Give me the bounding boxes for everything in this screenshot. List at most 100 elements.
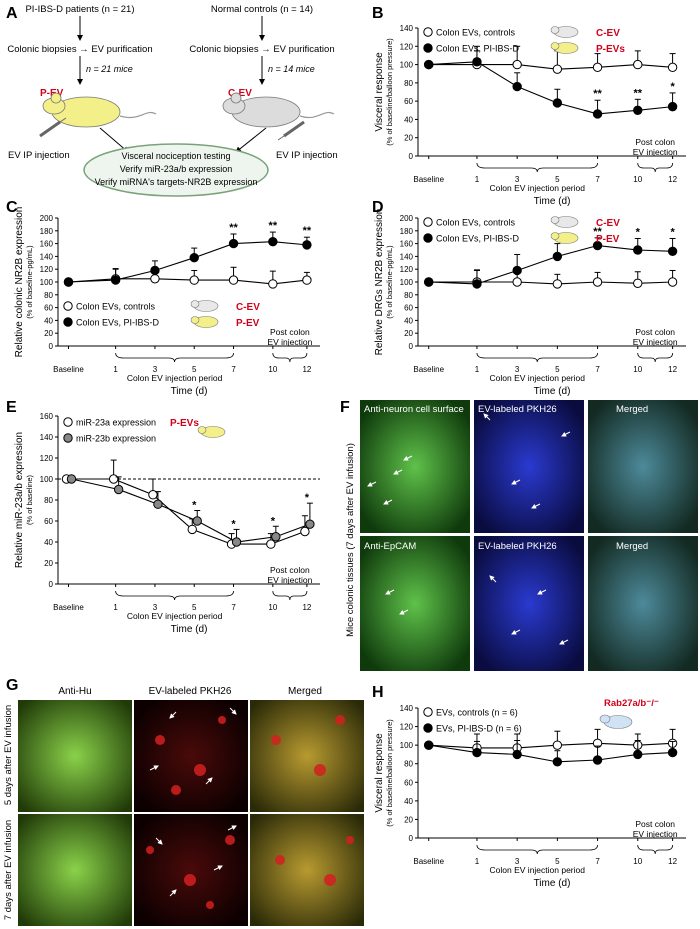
post-injection-label: EV injection — [633, 147, 678, 157]
x-tick-label: 10 — [633, 365, 642, 374]
x-tick-label: Baseline — [413, 365, 444, 374]
data-point — [592, 277, 603, 287]
x-axis-label: Time (d) — [534, 386, 571, 397]
schema-tag-left: P-EV — [40, 88, 64, 99]
micro-image-merged — [588, 400, 698, 533]
injection-period-brace — [476, 844, 598, 855]
data-point — [187, 524, 197, 535]
y-tick-label: 60 — [404, 304, 413, 313]
micro-f-side-label: Mice colonic tissues (7 days after EV in… — [345, 443, 356, 637]
mouse-icon — [550, 42, 560, 50]
micro-image-merged — [250, 814, 364, 926]
x-axis-label: Time (d) — [534, 196, 571, 207]
series-line — [68, 241, 307, 283]
y-tick-label: 0 — [49, 580, 54, 589]
x-tick-label: 12 — [668, 857, 677, 866]
x-tick-label: 10 — [268, 365, 277, 374]
panel-label-h: H — [372, 684, 384, 701]
data-point — [110, 275, 121, 285]
post-injection-label: EV injection — [267, 575, 312, 585]
x-tick-label: 1 — [113, 603, 118, 612]
y-axis-sublabel: (% of baseline-pg/mL) — [385, 245, 394, 319]
y-tick-label: 80 — [404, 760, 413, 769]
data-point — [552, 98, 563, 108]
legend-label: EVs, PI-IBS-D (n = 6) — [436, 724, 522, 734]
data-point — [552, 279, 563, 289]
legend-label: miR-23a expression — [76, 418, 156, 428]
data-point — [512, 81, 522, 92]
mouse-icon — [190, 316, 200, 324]
x-tick-label: 12 — [668, 365, 677, 374]
chart-panel-h: 0 20 40 60 80 100 120 140 Baseline 1 3 5 7 10 12 Colon … — [374, 698, 686, 889]
y-axis-sublabel: (% of baseline) — [25, 474, 34, 525]
chart-panel-e: 0 20 40 60 80 100 120 140 160 Baseline 1 3 5 7 10 12 Col… — [14, 412, 320, 635]
x-tick-label: 10 — [633, 857, 642, 866]
data-point — [633, 278, 643, 288]
post-injection-label: Post colon — [635, 819, 675, 829]
data-point — [66, 474, 77, 484]
x-tick-label: 7 — [595, 175, 600, 184]
legend-label: Colon EVs, PI-IBS-D — [436, 234, 520, 244]
x-tick-label: 5 — [555, 175, 560, 184]
y-tick-label: 60 — [44, 517, 53, 526]
significance-mark: * — [271, 515, 276, 527]
data-point — [150, 265, 160, 276]
y-tick-label: 0 — [409, 342, 414, 351]
post-injection-label: EV injection — [633, 337, 678, 347]
y-tick-label: 20 — [44, 559, 53, 568]
y-tick-label: 140 — [40, 433, 54, 442]
data-point — [302, 240, 312, 250]
y-tick-label: 120 — [40, 265, 54, 274]
legend-marker — [63, 417, 73, 427]
y-tick-label: 0 — [49, 342, 54, 351]
micro-g-title: EV-labeled PKH26 — [149, 686, 232, 697]
y-tick-label: 40 — [404, 115, 413, 124]
data-point — [192, 516, 202, 526]
data-point — [424, 740, 434, 750]
schema-outcome-2: Verify miR-23a/b expression — [120, 164, 233, 174]
x-tick-label: 3 — [515, 365, 520, 374]
significance-mark: * — [670, 81, 675, 93]
y-tick-label: 60 — [404, 97, 413, 106]
legend-tag: P-EV — [596, 234, 620, 245]
data-point — [228, 275, 239, 285]
panel-g-microscopy: G Anti-Hu EV-labeled PKH26 Merged 5 days… — [3, 677, 364, 926]
schema-left-source: PI-IBS-D patients (n = 21) — [25, 4, 134, 15]
legend-marker — [423, 707, 433, 717]
injection-period-brace — [115, 352, 234, 363]
red-label-spots — [146, 715, 354, 909]
data-point — [667, 246, 678, 256]
data-point — [592, 240, 603, 251]
injection-period-label: Colon EV injection period — [127, 611, 223, 621]
data-point — [189, 275, 199, 285]
micro-f-title: Merged — [616, 541, 648, 552]
x-tick-label: 7 — [595, 857, 600, 866]
data-point — [271, 532, 281, 542]
x-tick-label: 12 — [302, 365, 311, 374]
y-tick-label: 20 — [404, 815, 413, 824]
y-tick-label: 120 — [400, 42, 414, 51]
x-tick-label: Baseline — [413, 175, 444, 184]
legend-label: Colon EVs, PI-IBS-D — [436, 44, 520, 54]
data-point — [305, 519, 315, 529]
data-point — [231, 537, 242, 547]
micro-image-anti-hu — [18, 814, 132, 926]
y-axis-label: Relative DRGs NR2B expression — [374, 209, 385, 356]
injection-period-brace — [115, 590, 234, 601]
mouse-icon — [550, 232, 560, 240]
y-tick-label: 160 — [40, 412, 54, 421]
data-point — [472, 279, 482, 289]
legend-label: Colon EVs, PI-IBS-D — [76, 318, 160, 328]
significance-mark: ** — [593, 88, 602, 100]
arrow-markers — [149, 707, 237, 897]
schema-right-source: Normal controls (n = 14) — [211, 4, 313, 15]
micro-image-pkh26 — [474, 400, 584, 533]
y-tick-label: 200 — [40, 214, 54, 223]
y-axis-sublabel: (% of baseline-pg/mL) — [25, 245, 34, 319]
schema-outcome-3: Verify miRNA's targets-NR2B expression — [95, 177, 258, 187]
data-point — [108, 474, 119, 484]
x-tick-label: 3 — [515, 175, 520, 184]
y-tick-label: 0 — [409, 834, 414, 843]
schema-biopsy-right: Colonic biopsies → EV purification — [189, 44, 334, 55]
y-axis-label: Relative miR-23a/b expression — [14, 432, 25, 568]
